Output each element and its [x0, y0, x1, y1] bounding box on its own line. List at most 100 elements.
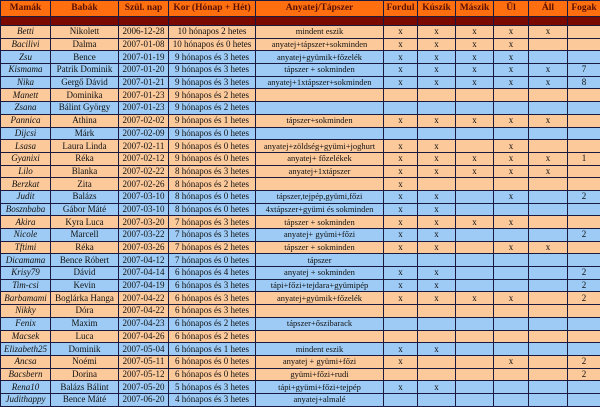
cell-fordul	[383, 392, 418, 407]
cell-mama: Betti	[0, 25, 51, 39]
column-header-baba: Babák	[50, 0, 119, 17]
table-row: Bacilivi Dalma 2007-01-08 10 hónapos és 0 h…	[0, 37, 600, 52]
cell-fordul: x	[383, 25, 418, 39]
cell-age: 7 hónapos és 0 hetes	[168, 253, 256, 268]
cell-age: 4 hónapos és 3 hetes	[168, 392, 256, 407]
cell-maszik	[455, 88, 494, 103]
cell-food: anyatej+almalé	[255, 392, 384, 407]
table-row: Betti Nikolett 2006-12-28 10 hónapos 2 hete…	[0, 25, 600, 39]
cell-food: anyatej+ gyümi+főzi	[255, 228, 384, 242]
cell-ul	[493, 177, 529, 191]
separator-band	[0, 16, 600, 26]
table-row: Bosznbaba Gábor Máté 2007-03-10 8 hónapos é…	[0, 202, 600, 217]
cell-baba: Balázs	[50, 189, 119, 204]
cell-birth-date: 2007-02-09	[118, 126, 169, 141]
cell-mama: Bosznbaba	[0, 202, 51, 217]
cell-fogak	[567, 329, 600, 344]
cell-food: tápi+gyümi+főzi+tejpép	[255, 380, 384, 394]
cell-fordul: x	[383, 113, 418, 128]
cell-all: x	[528, 63, 568, 77]
cell-fogak	[567, 177, 600, 191]
cell-food: tápszer	[255, 253, 384, 268]
cell-kuszik: x	[417, 63, 456, 77]
cell-all	[528, 392, 568, 407]
table-row: Nicole Marcell 2007-03-22 7 hónapos és 3 he…	[0, 228, 600, 242]
cell-birth-date: 2007-05-20	[118, 380, 169, 394]
cell-baba: Gergő Dávid	[50, 75, 119, 90]
cell-ul: x	[493, 25, 529, 39]
cell-all	[528, 228, 568, 242]
column-header-fordul: Fordul	[383, 0, 418, 17]
cell-ul: x	[493, 75, 529, 90]
cell-age: 9 hónapos és 1 hetes	[168, 113, 256, 128]
cell-food: mindent eszik	[255, 342, 384, 356]
cell-food: anyatej+ főzelékek	[255, 151, 384, 166]
column-header-age: Kor (Hónap + Hét)	[168, 0, 256, 17]
cell-food	[255, 177, 384, 191]
cell-fordul: x	[383, 189, 418, 204]
cell-all	[528, 101, 568, 115]
cell-fogak: 2	[567, 266, 600, 280]
cell-ul	[493, 304, 529, 318]
cell-fogak	[567, 88, 600, 103]
cell-maszik	[455, 253, 494, 268]
cell-fordul: x	[383, 354, 418, 369]
cell-fogak: 2	[567, 354, 600, 369]
cell-baba: Bence Máté	[50, 392, 119, 407]
cell-maszik	[455, 316, 494, 331]
cell-age: 8 hónapos és 0 hetes	[168, 189, 256, 204]
cell-ul	[493, 202, 529, 217]
cell-maszik: x	[455, 151, 494, 166]
cell-fordul: x	[383, 228, 418, 242]
cell-age: 6 hónapos és 3 hetes	[168, 291, 256, 306]
cell-fogak	[567, 316, 600, 331]
cell-baba: Kevin	[50, 278, 119, 293]
cell-fordul	[383, 329, 418, 344]
cell-maszik: x	[455, 215, 494, 229]
cell-food: anyatej+zöldség+gyümi+joghurt	[255, 139, 384, 153]
table-row: Zsu Bence 2007-01-19 9 hónapos és 3 hetes an…	[0, 50, 600, 65]
table-row: Zsana Bálint György 2007-01-23 9 hónapos és…	[0, 101, 600, 115]
cell-fogak	[567, 139, 600, 153]
cell-fordul: x	[383, 215, 418, 229]
cell-all	[528, 354, 568, 369]
cell-kuszik: x	[417, 215, 456, 229]
cell-fogak	[567, 50, 600, 65]
cell-baba: Bence Róbert	[50, 253, 119, 268]
cell-baba: Laura Linda	[50, 139, 119, 153]
table-row: Fenix Maxim 2007-04-23 6 hónapos és 2 hetes…	[0, 316, 600, 331]
cell-mama: Lilo	[0, 164, 51, 179]
cell-fogak	[567, 304, 600, 318]
cell-all	[528, 215, 568, 229]
cell-all	[528, 177, 568, 191]
cell-baba: Nikolett	[50, 25, 119, 39]
cell-maszik: x	[455, 75, 494, 90]
cell-birth-date: 2007-04-12	[118, 253, 169, 268]
cell-maszik	[455, 189, 494, 204]
cell-food	[255, 126, 384, 141]
cell-birth-date: 2007-04-19	[118, 278, 169, 293]
cell-birth-date: 2006-12-28	[118, 25, 169, 39]
table-row: Barbamami Boglárka Hanga 2007-04-22 6 hónap…	[0, 291, 600, 306]
cell-all	[528, 367, 568, 382]
cell-birth-date: 2007-03-26	[118, 240, 169, 255]
cell-ul	[493, 278, 529, 293]
cell-kuszik: x	[417, 240, 456, 255]
cell-birth-date: 2007-03-10	[118, 189, 169, 204]
cell-kuszik: x	[417, 189, 456, 204]
cell-ul: x	[493, 215, 529, 229]
cell-age: 7 hónapos és 3 hetes	[168, 215, 256, 229]
cell-baba: Dominika	[50, 88, 119, 103]
cell-birth-date: 2007-01-20	[118, 63, 169, 77]
cell-baba: Athina	[50, 113, 119, 128]
cell-mama: Elizabeth25	[0, 342, 51, 356]
cell-birth-date: 2007-04-26	[118, 329, 169, 344]
cell-baba: Boglárka Hanga	[50, 291, 119, 306]
cell-age: 9 hónapos és 3 hetes	[168, 63, 256, 77]
cell-ul: x	[493, 354, 529, 369]
cell-fogak	[567, 380, 600, 394]
cell-ul: x	[493, 139, 529, 153]
cell-kuszik: x	[417, 291, 456, 306]
cell-maszik: x	[455, 291, 494, 306]
column-header-food: Anyatej/Tápszer	[255, 0, 384, 17]
